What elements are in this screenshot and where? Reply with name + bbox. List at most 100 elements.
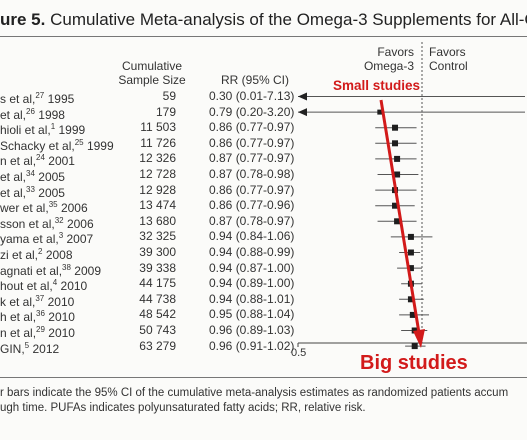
rr-point xyxy=(392,140,399,147)
study-label: sson et al,32 2006 xyxy=(0,214,94,231)
rr-ci-value: 0.94 (0.87-1.00) xyxy=(209,260,295,275)
study-name: h et al, xyxy=(0,310,37,325)
study-ref: 35 xyxy=(48,200,58,210)
rr-point xyxy=(394,155,401,162)
study-name: hioli et al, xyxy=(0,123,51,138)
figure-number: ure 5. xyxy=(0,10,46,29)
sample-size-value: 13 474 xyxy=(139,198,176,213)
favors-omega3-label: Favors Omega-3 xyxy=(362,45,414,73)
small-studies-annotation: Small studies xyxy=(333,78,421,93)
study-year: 2010 xyxy=(48,310,75,325)
study-label: et al,34 2005 xyxy=(0,167,65,184)
favors-control-label: Favors Control xyxy=(429,45,468,73)
study-ref: 24 xyxy=(36,153,45,163)
rr-point xyxy=(394,218,401,225)
footnote-line: r bars indicate the 95% CI of the cumula… xyxy=(0,387,509,399)
study-label: wer et al,35 2006 xyxy=(0,198,88,215)
rr-point xyxy=(409,311,416,318)
study-name: k et al, xyxy=(0,294,36,309)
study-ref: 32 xyxy=(54,215,64,225)
study-ref: 3 xyxy=(58,231,64,241)
rr-ci-value: 0.94 (0.89-1.00) xyxy=(209,276,295,291)
study-name: n et al, xyxy=(0,326,37,340)
study-ref: 36 xyxy=(36,309,45,319)
rr-point xyxy=(394,171,401,178)
col-header-sample-size: Cumulative Sample Size xyxy=(112,59,192,87)
sample-size-value: 39 300 xyxy=(139,245,176,259)
study-ref: 5 xyxy=(24,340,30,350)
trend-arrow-head xyxy=(413,329,425,348)
rr-point xyxy=(377,109,383,115)
rr-ci-value: 0.30 (0.01-7.13) xyxy=(209,89,295,103)
rr-ci-value: 0.86 (0.77-0.97) xyxy=(209,135,295,150)
study-name: s et al, xyxy=(0,92,36,106)
study-year: 1999 xyxy=(86,138,114,153)
rr-ci-value: 0.96 (0.91-1.02) xyxy=(209,338,295,353)
study-name: yama et al, xyxy=(0,232,59,247)
study-ref: 34 xyxy=(26,169,35,178)
study-label: GIN,5 2012 xyxy=(0,339,59,356)
study-ref: 25 xyxy=(74,137,84,147)
study-year: 2010 xyxy=(47,294,75,309)
rr-ci-value: 0.94 (0.88-1.01) xyxy=(209,291,295,306)
rr-ci-value: 0.86 (0.77-0.97) xyxy=(209,120,295,135)
figure-title-text: Cumulative Meta-analysis of the Omega-3 … xyxy=(50,10,527,29)
sample-size-value: 59 xyxy=(162,89,176,103)
col-header-line: Sample Size xyxy=(118,73,186,87)
rr-ci-value: 0.96 (0.89-1.03) xyxy=(209,323,295,337)
rr-ci-value: 0.94 (0.84-1.06) xyxy=(209,229,295,244)
study-label: et al,26 1998 xyxy=(0,105,65,122)
big-studies-annotation: Big studies xyxy=(360,352,468,374)
study-year: 1999 xyxy=(58,123,86,138)
sample-size-value: 11 726 xyxy=(140,135,176,150)
rr-ci-value: 0.87 (0.78-0.97) xyxy=(209,213,295,228)
study-ref: 37 xyxy=(35,293,45,303)
study-ref: 1 xyxy=(50,122,56,132)
study-year: 2009 xyxy=(74,263,101,278)
favors-line: Favors xyxy=(429,45,466,59)
rr-ci-value: 0.86 (0.77-0.97) xyxy=(209,182,295,197)
sample-size-value: 48 542 xyxy=(139,307,176,322)
study-label: n et al,29 2010 xyxy=(0,323,75,340)
footnote-rule xyxy=(0,377,527,378)
study-year: 2010 xyxy=(48,326,75,340)
study-label: hout et al,4 2010 xyxy=(0,276,87,293)
col-header-line: Cumulative xyxy=(121,59,183,73)
study-year: 2008 xyxy=(45,248,73,262)
favors-line: Control xyxy=(429,59,468,73)
study-ref: 33 xyxy=(26,184,35,194)
study-ref: 38 xyxy=(62,262,71,272)
sample-size-value: 11 503 xyxy=(140,120,176,135)
rr-ci-value: 0.79 (0.20-3.20) xyxy=(209,104,295,119)
study-year: 2012 xyxy=(32,341,60,356)
ci-arrow-left xyxy=(298,108,307,117)
study-year: 2001 xyxy=(48,154,75,169)
study-label: agnati et al,38 2009 xyxy=(0,261,101,278)
rr-ci-value: 0.87 (0.78-0.98) xyxy=(209,167,295,181)
study-name: hout et al, xyxy=(0,279,53,294)
study-label: k et al,37 2010 xyxy=(0,292,74,309)
study-name: n et al, xyxy=(0,154,37,169)
study-year: 2006 xyxy=(60,201,88,216)
study-name: sson et al, xyxy=(0,216,55,231)
favors-line: Omega-3 xyxy=(363,59,414,73)
rr-ci-value: 0.95 (0.88-1.04) xyxy=(209,307,295,322)
study-label: hioli et al,1 1999 xyxy=(0,120,85,137)
rr-point xyxy=(392,202,399,209)
rr-ci-value: 0.86 (0.77-0.96) xyxy=(209,198,295,213)
sample-size-value: 12 728 xyxy=(139,167,176,181)
study-ref: 4 xyxy=(52,278,58,288)
study-name: et al, xyxy=(0,107,27,122)
study-label: yama et al,3 2007 xyxy=(0,229,93,246)
sample-size-value: 63 279 xyxy=(139,338,176,353)
study-year: 1995 xyxy=(47,92,75,106)
sample-size-value: 179 xyxy=(155,104,176,119)
study-name: zi et al, xyxy=(0,248,39,262)
title-rule xyxy=(0,36,527,37)
x-tick-label: 0.5 xyxy=(291,347,307,359)
study-name: GIN, xyxy=(0,341,25,356)
rr-point xyxy=(392,124,399,131)
study-label: n et al,24 2001 xyxy=(0,151,75,168)
rr-point xyxy=(407,296,414,303)
sample-size-value: 44 175 xyxy=(139,276,176,291)
